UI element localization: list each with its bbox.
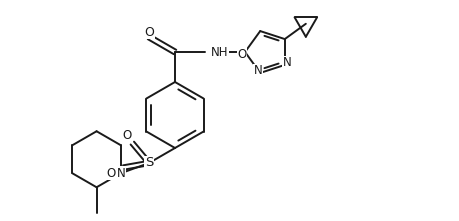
Text: O: O [106, 167, 116, 180]
Text: NH: NH [211, 46, 228, 59]
Text: O: O [122, 129, 131, 141]
Text: N: N [116, 167, 125, 180]
Text: O: O [144, 25, 154, 38]
Text: O: O [237, 48, 246, 61]
Text: N: N [253, 65, 262, 77]
Text: S: S [145, 156, 153, 170]
Text: N: N [282, 56, 291, 69]
